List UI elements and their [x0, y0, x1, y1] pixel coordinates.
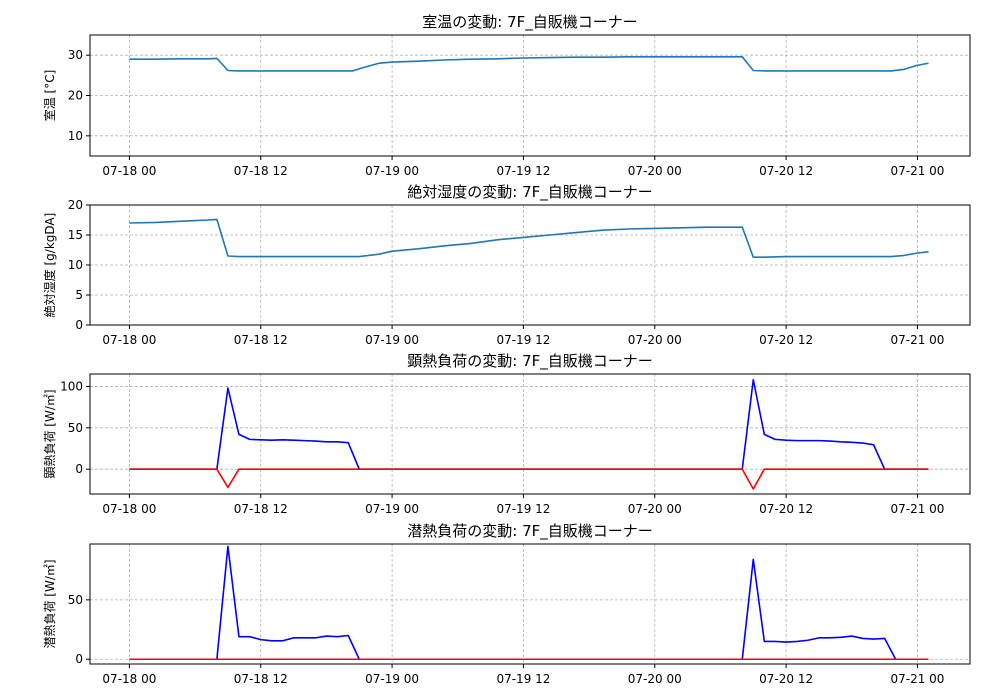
x-tick-label: 07-18 12 [234, 672, 288, 686]
x-tick-label: 07-21 00 [890, 672, 944, 686]
y-tick-label: 10 [68, 258, 83, 272]
x-tick-label: 07-18 12 [234, 333, 288, 347]
y-tick-label: 20 [68, 89, 83, 103]
x-tick-label: 07-20 00 [628, 164, 682, 178]
x-tick-label: 07-20 12 [759, 333, 813, 347]
series-line-1 [129, 55, 929, 72]
y-tick-label: 15 [68, 228, 83, 242]
chart-panel-2: 07-18 00 07-18 12 07-19 00 07-19 12 07-20 00… [42, 183, 971, 347]
x-tick-label: 07-19 12 [496, 672, 550, 686]
y-tick-label: 5 [75, 288, 83, 302]
chart-title: 絶対湿度の変動: 7F_自販機コーナー [407, 183, 653, 202]
y-axis-label: 潜熱負荷 [W/㎡] [43, 559, 57, 648]
plot-frame [89, 373, 971, 495]
chart-title: 顕熱負荷の変動: 7F_自販機コーナー [407, 352, 653, 371]
x-tick-label: 07-20 00 [628, 333, 682, 347]
x-tick-label: 07-20 00 [628, 672, 682, 686]
chart-title: 潜熱負荷の変動: 7F_自販機コーナー [407, 522, 653, 541]
chart-title: 室温の変動: 7F_自販機コーナー [422, 13, 638, 32]
x-tick-label: 07-19 12 [496, 164, 550, 178]
x-tick-label: 07-19 00 [365, 502, 419, 516]
series-line-1 [129, 545, 929, 661]
y-axis-label: 絶対湿度 [g/kgDA] [42, 213, 57, 318]
x-tick-label: 07-19 12 [496, 333, 550, 347]
x-tick-label: 07-18 00 [102, 502, 156, 516]
y-tick-label: 0 [75, 462, 83, 476]
x-tick-label: 07-20 12 [759, 672, 813, 686]
x-tick-label: 07-18 00 [102, 164, 156, 178]
y-axis-label: 室温 [°C] [42, 70, 57, 122]
x-tick-label: 07-19 00 [365, 672, 419, 686]
series-line-1 [129, 378, 929, 470]
x-tick-label: 07-18 00 [102, 672, 156, 686]
y-tick-label: 0 [75, 318, 83, 332]
x-tick-label: 07-19 12 [496, 502, 550, 516]
chart-panel-1: 07-18 00 07-18 12 07-19 00 07-19 12 07-20 00… [42, 13, 971, 178]
x-tick-label: 07-18 12 [234, 502, 288, 516]
x-tick-label: 07-20 00 [628, 502, 682, 516]
x-tick-label: 07-21 00 [890, 164, 944, 178]
x-tick-label: 07-19 00 [365, 164, 419, 178]
x-tick-label: 07-20 12 [759, 502, 813, 516]
y-tick-label: 50 [68, 593, 83, 607]
y-axis-label: 顕熱負荷 [W/㎡] [43, 389, 57, 478]
y-tick-label: 20 [68, 198, 83, 212]
x-tick-label: 07-18 00 [102, 333, 156, 347]
series-line-2 [129, 468, 929, 490]
y-tick-label: 50 [68, 421, 83, 435]
y-tick-label: 10 [68, 129, 83, 143]
x-tick-label: 07-19 00 [365, 333, 419, 347]
y-tick-label: 100 [60, 379, 83, 393]
x-tick-label: 07-20 12 [759, 164, 813, 178]
x-tick-label: 07-21 00 [890, 502, 944, 516]
y-tick-label: 0 [75, 652, 83, 666]
chart-panel-3: 07-18 00 07-18 12 07-19 00 07-19 12 07-20 00… [43, 352, 971, 516]
plot-frame [89, 543, 971, 665]
series-line-1 [129, 218, 929, 259]
y-tick-label: 30 [68, 48, 83, 62]
chart-panel-4: 07-18 00 07-18 12 07-19 00 07-19 12 07-20 00… [43, 522, 971, 686]
x-tick-label: 07-21 00 [890, 333, 944, 347]
x-tick-label: 07-18 12 [234, 164, 288, 178]
